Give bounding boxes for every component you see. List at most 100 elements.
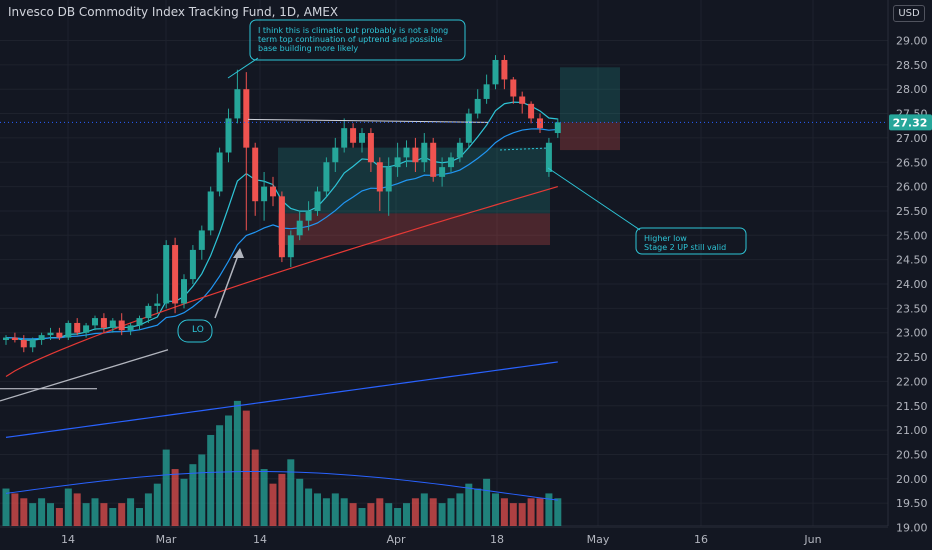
price-tick-label: 22.00	[896, 375, 928, 388]
candle-body	[403, 147, 410, 158]
candle-body	[216, 152, 223, 192]
candle-body	[412, 147, 419, 163]
candle-body	[65, 322, 72, 338]
candle-body	[189, 249, 196, 280]
price-tick-label: 26.00	[896, 181, 928, 194]
candle-body	[234, 89, 241, 119]
candle-body	[278, 196, 285, 258]
volume-bar	[429, 498, 437, 526]
volume-bar	[509, 503, 517, 526]
volume-bar	[127, 498, 135, 526]
higher-low-pointer	[547, 167, 641, 231]
volume-bar	[394, 508, 402, 526]
volume-bar	[447, 498, 455, 526]
time-tick-label: 14	[253, 533, 267, 546]
candle-body	[198, 230, 205, 250]
volume-bar	[29, 503, 37, 526]
price-tick-label: 26.50	[896, 156, 928, 169]
ma-blue-line	[5, 361, 558, 438]
volume-bar	[322, 498, 330, 526]
price-tick-label: 27.00	[896, 132, 928, 145]
volume-bar	[82, 503, 90, 526]
volume-bar	[287, 459, 295, 526]
candle-body	[510, 79, 517, 97]
volume-bar	[349, 503, 357, 526]
lo-arrow-shaft	[214, 249, 241, 319]
time-tick-label: 16	[694, 533, 708, 546]
volume-bar	[545, 493, 553, 526]
candle-body	[252, 147, 259, 202]
volume-bar	[38, 498, 46, 526]
top-annotation-text: I think this is climatic but probably is…	[258, 26, 449, 53]
lo-arrow-head	[233, 248, 244, 258]
volume-bar	[233, 400, 241, 526]
volume-bar	[100, 503, 108, 526]
candle-body	[296, 220, 303, 236]
time-tick-label: 14	[61, 533, 75, 546]
candle-body	[554, 122, 561, 134]
candle-body	[172, 245, 179, 304]
ma-red-line	[5, 186, 558, 378]
volume-bar	[527, 498, 535, 526]
time-tick-label: 18	[490, 533, 504, 546]
volume-bar	[403, 503, 410, 526]
volume-bar	[518, 503, 526, 526]
volume-bar	[11, 493, 19, 526]
volume-bar	[500, 498, 508, 526]
volume-bar	[376, 498, 384, 526]
candle-body	[11, 337, 18, 341]
candle-body	[20, 340, 27, 348]
volume-bar	[162, 449, 170, 526]
top-annotation-box	[249, 19, 466, 61]
volume-bar	[340, 498, 348, 526]
volume-bar	[331, 493, 339, 526]
volume-bar	[47, 503, 54, 526]
price-tick-label: 23.50	[896, 302, 928, 315]
volume-bar	[64, 488, 72, 526]
price-tick-label: 22.50	[896, 351, 928, 364]
volume-bar	[278, 473, 286, 526]
candle-body	[243, 89, 250, 148]
time-tick-label: Mar	[156, 533, 177, 546]
price-tick-label: 25.50	[896, 205, 928, 218]
price-tick-label: 28.50	[896, 59, 928, 72]
candle-body	[145, 305, 152, 319]
volume-bar	[260, 469, 268, 526]
volume-bar	[385, 503, 393, 526]
volume-bar	[207, 434, 215, 526]
time-tick-label: May	[587, 533, 610, 546]
currency-button[interactable]: USD	[893, 5, 925, 22]
price-tick-label: 28.00	[896, 83, 928, 96]
volume-average-line	[5, 470, 558, 501]
price-tick-label: 20.50	[896, 448, 928, 461]
candle-body	[127, 325, 134, 331]
volume-bar	[20, 498, 28, 526]
volume-bar	[438, 503, 446, 526]
candle-body	[465, 113, 472, 143]
price-tick-label: 29.00	[896, 35, 928, 48]
volume-bar	[189, 464, 197, 526]
candle-body	[287, 235, 294, 258]
candle-body	[501, 59, 508, 80]
candle-body	[3, 337, 9, 341]
price-tick-label: 24.00	[896, 278, 928, 291]
candle-body	[545, 142, 552, 172]
candle-body	[528, 103, 535, 119]
trend-line-left	[0, 349, 169, 402]
higher-low-dash	[499, 147, 549, 151]
candle-body	[359, 133, 365, 143]
position-box-loss	[560, 122, 620, 151]
candle-body	[109, 320, 116, 328]
volume-bar	[216, 425, 224, 526]
candle-body	[56, 332, 63, 338]
candle-body	[261, 186, 268, 202]
lo-annotation-text: LO	[192, 325, 204, 335]
volume-bar	[367, 503, 375, 526]
candle-body	[385, 167, 392, 192]
candle-body	[92, 318, 98, 326]
volume-bar	[153, 483, 161, 526]
candle-body	[100, 318, 107, 328]
volume-bar	[109, 508, 117, 526]
